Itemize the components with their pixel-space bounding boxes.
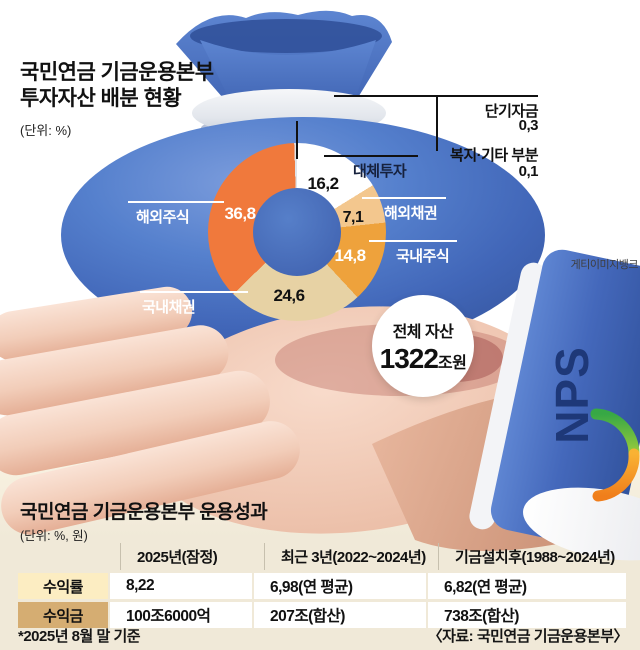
table-header-blank [28, 543, 108, 570]
page-title-line1: 국민연금 기금운용본부 [20, 61, 214, 84]
total-asset-label: 전체 자산 [392, 323, 454, 341]
pie-label-domestic-stock: 국내주식 [396, 248, 450, 265]
finger-4 [1, 421, 300, 535]
leader-foreign-stock [128, 201, 224, 203]
page-title: 국민연금 기금운용본부 투자자산 배분 현황 [20, 60, 214, 113]
table-title: 국민연금 기금운용본부 운용성과 [20, 502, 268, 523]
image-credit: 게티이미지뱅크 [570, 259, 639, 271]
footnote-date: *2025년 8월 말 기준 [18, 628, 141, 645]
row-label-return-rate: 수익률 [18, 573, 108, 599]
table-header-since: 기금설치후(1988~2024년) [438, 543, 626, 570]
donut-center [253, 188, 341, 276]
finger-3 [0, 370, 270, 476]
total-asset-unit: 조원 [437, 354, 467, 372]
cell-rate-since: 6,82(연 평균) [428, 573, 626, 599]
cell-amount-since: 738조(합산) [428, 602, 626, 628]
total-asset-number: 1322 [379, 342, 439, 374]
cell-rate-3yr: 6,98(연 평균) [254, 573, 426, 599]
leader-domestic-stock [369, 240, 457, 242]
cell-rate-2025: 8,22 [110, 573, 252, 599]
performance-table: 2025년(잠정) 최근 3년(2022~2024년) 기금설치후(1988~2… [18, 543, 628, 628]
total-asset-badge: 전체 자산 1322조원 [372, 295, 474, 397]
bag-opening [190, 19, 382, 53]
pie-value-foreign-stock: 36,8 [224, 204, 256, 223]
leader-domestic-bond [140, 291, 248, 293]
nps-logo-text: NPS [546, 346, 598, 444]
pie-value-welfare: 0,1 [518, 163, 539, 180]
pie-value-shortterm: 0,3 [518, 117, 539, 134]
pie-label-alternative: 대체투자 [353, 163, 407, 180]
finger-2 [0, 325, 229, 416]
leader-sliver-tick [296, 121, 298, 159]
total-asset-value: 1322조원 [380, 343, 467, 375]
nps-swoosh [590, 408, 640, 502]
cell-amount-2025: 100조6000억 [110, 602, 252, 628]
row-label-return-amount: 수익금 [18, 602, 108, 628]
pie-unit-note: (단위: %) [20, 123, 72, 138]
pie-label-shortterm: 단기자금 [484, 103, 539, 120]
finger-1 [0, 286, 193, 362]
page-title-line2: 투자자산 배분 현황 [20, 87, 182, 111]
sleeve [523, 487, 640, 561]
pie-value-foreign-bond: 7,1 [342, 209, 364, 226]
leader-alternative [324, 155, 418, 157]
pie-label-welfare: 복지·기타 부분 [450, 147, 538, 164]
pie-label-foreign-stock: 해외주식 [136, 209, 190, 226]
pie-value-alternative: 16,2 [307, 174, 339, 193]
pie-value-domestic-bond: 24,6 [273, 286, 305, 305]
cell-amount-3yr: 207조(합산) [254, 602, 426, 628]
pie-label-foreign-bond: 해외채권 [384, 205, 438, 222]
table-header-2025: 2025년(잠정) [120, 543, 252, 570]
pie-value-domestic-stock: 14,8 [334, 246, 366, 265]
leader-foreign-bond [362, 197, 446, 199]
cuff-trim [469, 262, 547, 530]
table-header-3yr: 최근 3년(2022~2024년) [264, 543, 426, 570]
leader-shortterm-vertical [436, 95, 438, 151]
footnote-source: 〈자료: 국민연금 기금운용본부〉 [427, 628, 629, 645]
pie-label-domestic-bond: 국내채권 [142, 299, 196, 316]
table-unit-note: (단위: %, 원) [20, 529, 88, 543]
